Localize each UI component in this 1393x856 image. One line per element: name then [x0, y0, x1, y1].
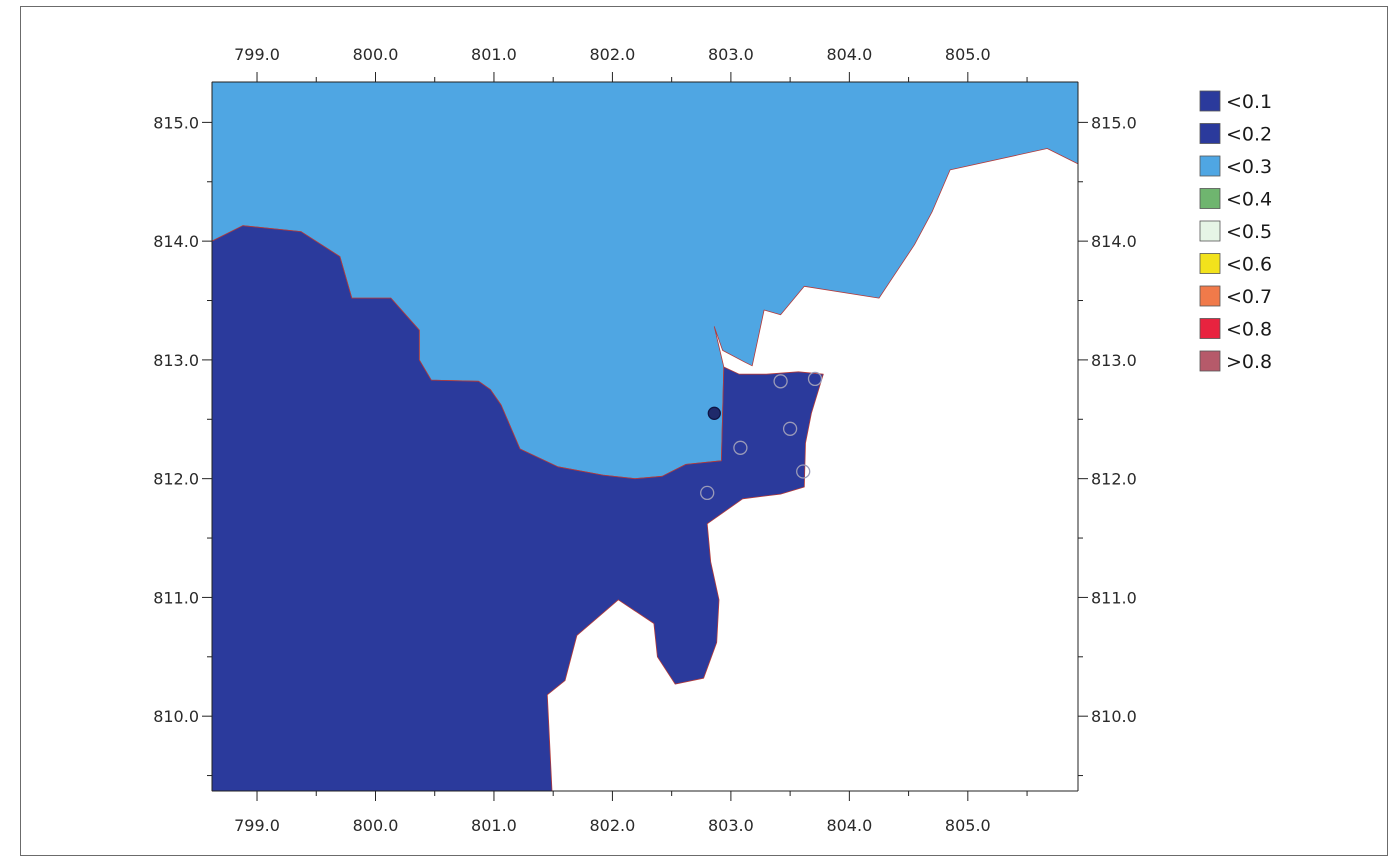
legend-label: <0.7 — [1226, 286, 1272, 308]
zone-lt-0-2 — [211, 225, 824, 792]
y-tick-label-right: 814.0 — [1091, 232, 1137, 251]
y-tick-label-left: 810.0 — [153, 707, 199, 726]
legend-label: <0.5 — [1226, 221, 1272, 243]
legend-label: <0.6 — [1226, 254, 1272, 276]
sample-point-open — [807, 371, 823, 387]
x-tick-label-bottom: 804.0 — [826, 816, 872, 835]
x-tick-label-bottom: 802.0 — [590, 816, 636, 835]
sample-point-open — [773, 374, 788, 389]
x-tick-label-top: 803.0 — [708, 45, 754, 64]
legend-label: <0.2 — [1226, 124, 1272, 146]
legend-label: <0.8 — [1226, 319, 1272, 341]
legend-swatch — [1199, 318, 1221, 339]
legend-label: <0.1 — [1226, 91, 1272, 113]
x-tick-label-top: 804.0 — [826, 45, 872, 64]
legend-swatch — [1199, 123, 1221, 144]
legend-label: <0.4 — [1226, 189, 1272, 211]
sample-point-open — [796, 464, 811, 479]
legend-swatch — [1199, 220, 1221, 242]
y-tick-label-right: 813.0 — [1091, 351, 1137, 370]
sample-point-open — [782, 421, 798, 436]
sample-points — [700, 371, 823, 501]
legend: <0.1 <0.2 <0.3 <0.4 <0.5 <0.6 <0.7 <0.8 >0.8 — [1199, 90, 1272, 373]
legend-swatch — [1199, 188, 1221, 209]
sample-point-open — [700, 485, 715, 501]
x-tick-label-bottom: 805.0 — [945, 816, 991, 835]
y-tick-label-right: 810.0 — [1091, 707, 1137, 726]
x-tick-label-bottom: 801.0 — [471, 816, 517, 835]
x-tick-label-top: 800.0 — [353, 45, 399, 64]
y-tick-label-left: 815.0 — [153, 113, 199, 132]
x-tick-label-top: 802.0 — [590, 45, 636, 64]
legend-swatch — [1199, 155, 1221, 177]
axes: 799.0 799.0 800.0 800.0 801.0 801.0 802.0 802.0… — [153, 45, 1137, 835]
y-tick-label-left: 814.0 — [153, 232, 199, 251]
y-tick-label-left: 813.0 — [153, 351, 199, 370]
y-tick-label-right: 812.0 — [1091, 470, 1137, 489]
sample-point-open — [733, 440, 748, 455]
sample-point-filled — [707, 406, 721, 420]
legend-swatch — [1199, 285, 1221, 307]
x-tick-label-top: 801.0 — [471, 45, 517, 64]
y-tick-label-left: 811.0 — [153, 588, 199, 607]
x-tick-label-bottom: 800.0 — [353, 816, 399, 835]
legend-label: <0.3 — [1226, 156, 1272, 178]
legend-label: >0.8 — [1226, 351, 1272, 373]
x-tick-label-top: 805.0 — [945, 45, 991, 64]
legend-swatch — [1199, 253, 1221, 274]
y-tick-label-right: 811.0 — [1091, 588, 1137, 607]
y-tick-label-left: 812.0 — [153, 470, 199, 489]
legend-swatch — [1199, 350, 1221, 372]
x-tick-label-bottom: 799.0 — [234, 816, 280, 835]
x-tick-label-bottom: 803.0 — [708, 816, 754, 835]
y-tick-label-right: 815.0 — [1091, 113, 1137, 132]
legend-swatch — [1199, 90, 1221, 112]
x-tick-label-top: 799.0 — [234, 45, 280, 64]
plot-region — [211, 81, 1079, 792]
